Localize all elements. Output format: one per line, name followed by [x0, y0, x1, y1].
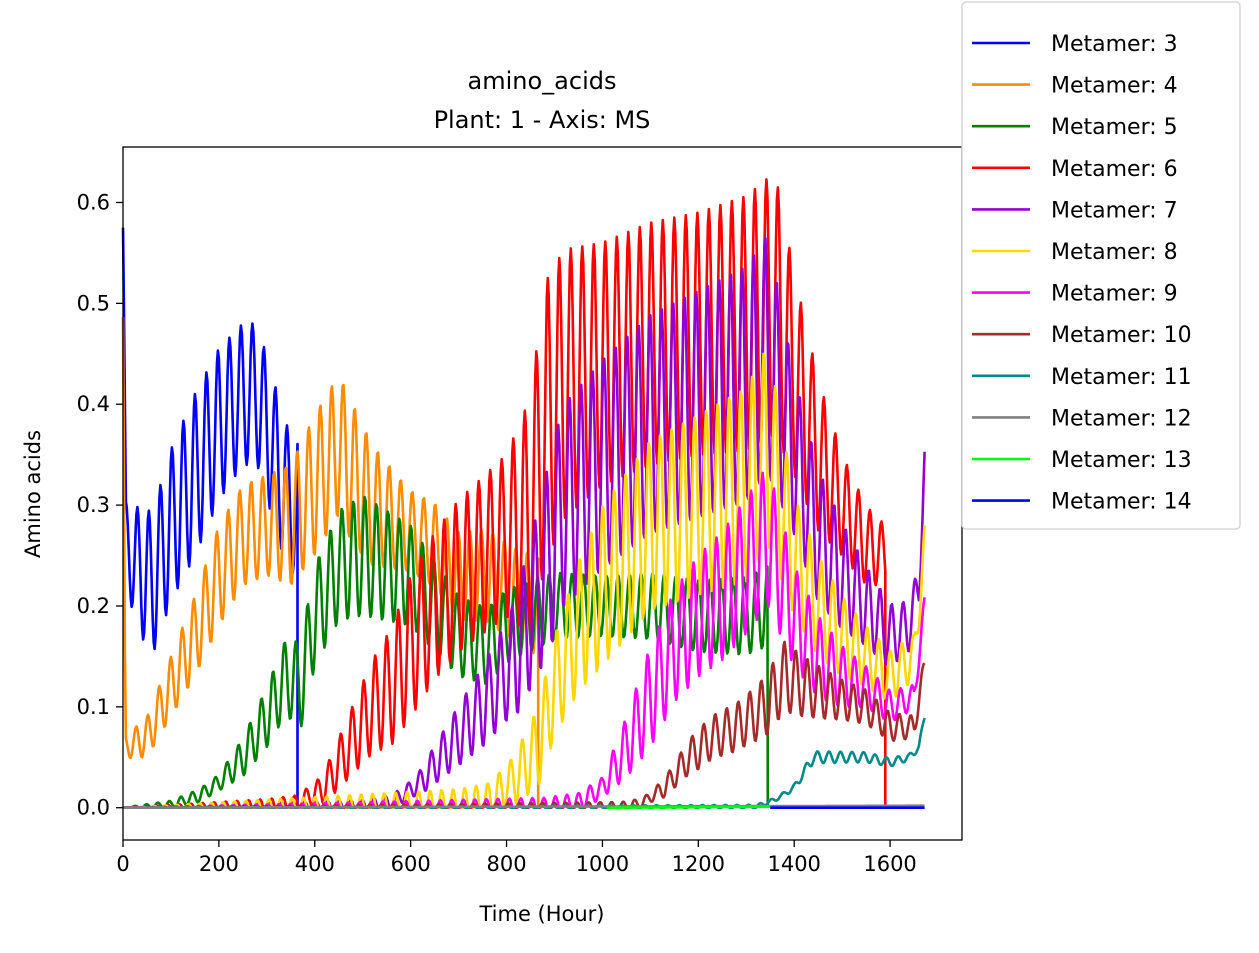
x-tick-label: 1200 — [672, 852, 725, 876]
series-line-13 — [606, 805, 771, 809]
y-axis: 0.0 0.1 0.2 0.3 0.4 0.5 0.6 — [77, 190, 123, 820]
series-line-6 — [122, 178, 887, 809]
x-tick-label: 600 — [391, 852, 431, 876]
legend-entry: Metamer: 9 — [1051, 282, 1178, 307]
chart-subtitle: Plant: 1 - Axis: MS — [434, 106, 651, 134]
legend-entry: Metamer: 4 — [1051, 74, 1178, 99]
legend-entry: Metamer: 8 — [1051, 240, 1178, 265]
y-tick-label: 0.0 — [77, 796, 110, 820]
x-tick-label: 800 — [486, 852, 526, 876]
x-tick-label: 200 — [199, 852, 239, 876]
x-tick-label: 1400 — [767, 852, 820, 876]
chart-title: amino_acids — [468, 67, 617, 95]
y-tick-label: 0.3 — [77, 493, 110, 517]
y-axis-label: Amino acids — [21, 430, 45, 558]
legend: Metamer: 3 Metamer: 4 Metamer: 5 Metamer: 6… — [961, 1, 1241, 530]
y-tick-label: 0.5 — [77, 291, 110, 315]
plot-area — [121, 178, 926, 809]
series-line-3 — [121, 227, 299, 808]
legend-entry: Metamer: 6 — [1051, 157, 1178, 182]
x-axis-label: Time (Hour) — [478, 902, 604, 926]
legend-entry: Metamer: 11 — [1051, 365, 1192, 390]
legend-entry: Metamer: 12 — [1051, 406, 1192, 431]
x-tick-label: 1000 — [576, 852, 629, 876]
legend-entry: Metamer: 10 — [1051, 323, 1192, 348]
y-tick-label: 0.4 — [77, 392, 110, 416]
legend-entry: Metamer: 13 — [1051, 448, 1192, 473]
series-line-8 — [122, 352, 926, 809]
legend-entry: Metamer: 3 — [1051, 32, 1178, 57]
series-line-12 — [122, 804, 925, 809]
x-axis: 0 200 400 600 800 1000 1200 1400 1600 — [116, 840, 917, 876]
x-tick-label: 1600 — [863, 852, 916, 876]
y-tick-label: 0.1 — [77, 695, 110, 719]
legend-entry: Metamer: 7 — [1051, 198, 1178, 223]
y-tick-label: 0.2 — [77, 594, 110, 618]
legend-entry: Metamer: 14 — [1051, 490, 1192, 515]
x-tick-label: 0 — [116, 852, 129, 876]
y-tick-label: 0.6 — [77, 190, 110, 214]
x-tick-label: 400 — [295, 852, 335, 876]
legend-entry: Metamer: 5 — [1051, 115, 1178, 140]
legend-frame — [961, 1, 1241, 530]
